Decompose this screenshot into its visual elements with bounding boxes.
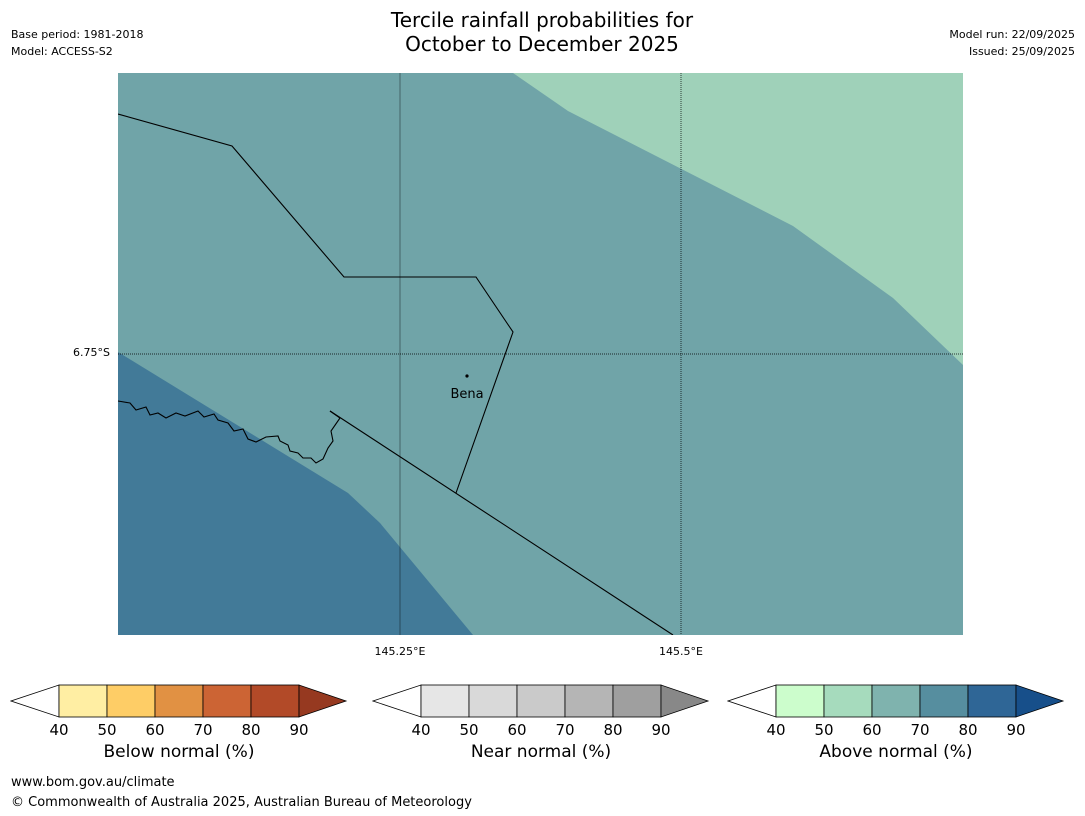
- base-period: Base period: 1981-2018: [11, 28, 144, 41]
- meta-right: Model run: 22/09/2025 Issued: 25/09/2025: [949, 26, 1075, 60]
- lon-tick-label-2: 145.5°E: [659, 645, 703, 658]
- bena-marker: [465, 374, 469, 378]
- colorbar-segment: [250, 684, 300, 718]
- colorbar-near-graphic: 40 50 60 70 80 90: [372, 684, 710, 739]
- colorbar-extend-low: [10, 684, 60, 718]
- colorbar-above-label: Above normal (%): [819, 742, 973, 762]
- colorbar-segment: [154, 684, 204, 718]
- title-line-1: Tercile rainfall probabilities for: [390, 8, 694, 32]
- title-line-2: October to December 2025: [405, 32, 679, 56]
- colorbar-tick-label: 80: [958, 721, 977, 739]
- colorbar-segment: [58, 684, 108, 718]
- colorbar-tick-label: 60: [507, 721, 526, 739]
- colorbar-tick-label: 80: [241, 721, 260, 739]
- colorbar-tick-label: 70: [555, 721, 574, 739]
- colorbar-segment: [516, 684, 566, 718]
- colorbar-below-normal: 40 50 60 70 80 90 Below normal (%): [10, 684, 348, 774]
- colorbar-segment: [202, 684, 252, 718]
- colorbar-segment: [564, 684, 614, 718]
- colorbar-tick-label: 90: [1006, 721, 1025, 739]
- colorbar-near-label: Near normal (%): [470, 742, 612, 762]
- model-run: Model run: 22/09/2025: [949, 28, 1075, 41]
- colorbar-segment: [106, 684, 156, 718]
- province-boundary-south: [329, 410, 674, 636]
- colorbar-segment: [420, 684, 470, 718]
- place-label-bena: Bena: [450, 387, 484, 402]
- colorbar-extend-high: [1015, 684, 1065, 718]
- colorbar-tick-label: 90: [651, 721, 670, 739]
- colorbar-segment: [775, 684, 825, 718]
- colorbar-below-label: Below normal (%): [103, 742, 255, 762]
- map-dark-region: [118, 352, 473, 635]
- map-light-region: [513, 73, 963, 365]
- colorbar-tick-label: 60: [145, 721, 164, 739]
- footer-copyright: © Commonwealth of Australia 2025, Austra…: [11, 795, 472, 810]
- lat-tick-label: 6.75°S: [73, 346, 110, 359]
- province-boundary-north: [117, 113, 514, 494]
- model-name: Model: ACCESS-S2: [11, 45, 113, 58]
- forecast-map: [117, 73, 963, 636]
- colorbar-above-graphic: 40 50 60 70 80 90: [727, 684, 1065, 739]
- colorbar-extend-low: [372, 684, 422, 718]
- colorbar-tick-label: 70: [193, 721, 212, 739]
- colorbar-tick-label: 40: [766, 721, 785, 739]
- colorbar-tick-label: 50: [459, 721, 478, 739]
- colorbar-tick-label: 70: [910, 721, 929, 739]
- footer-url[interactable]: www.bom.gov.au/climate: [11, 775, 175, 790]
- colorbar-above-normal: 40 50 60 70 80 90 Above normal (%): [727, 684, 1065, 774]
- colorbar-segment: [468, 684, 518, 718]
- issued-date: Issued: 25/09/2025: [968, 45, 1075, 58]
- colorbar-extend-low: [727, 684, 777, 718]
- colorbar-tick-label: 80: [603, 721, 622, 739]
- colorbar-extend-high: [660, 684, 710, 718]
- colorbar-near-normal: 40 50 60 70 80 90 Near normal (%): [372, 684, 710, 774]
- colorbar-segment: [823, 684, 873, 718]
- colorbar-segment: [967, 684, 1017, 718]
- colorbar-segment: [919, 684, 969, 718]
- lon-tick-label-1: 145.25°E: [374, 645, 426, 658]
- colorbar-tick-label: 90: [289, 721, 308, 739]
- colorbar-tick-label: 60: [862, 721, 881, 739]
- colorbar-tick-label: 50: [814, 721, 833, 739]
- province-boundary-west: [117, 400, 341, 464]
- map-svg: [117, 73, 963, 636]
- colorbar-tick-label: 40: [411, 721, 430, 739]
- colorbar-segment: [612, 684, 662, 718]
- colorbar-below-graphic: 40 50 60 70 80 90: [10, 684, 348, 739]
- colorbar-extend-high: [298, 684, 348, 718]
- colorbar-tick-label: 40: [49, 721, 68, 739]
- chart-title: Tercile rainfall probabilities for Octob…: [292, 8, 792, 56]
- colorbar-segment: [871, 684, 921, 718]
- colorbar-tick-label: 50: [97, 721, 116, 739]
- meta-left: Base period: 1981-2018 Model: ACCESS-S2: [11, 26, 143, 60]
